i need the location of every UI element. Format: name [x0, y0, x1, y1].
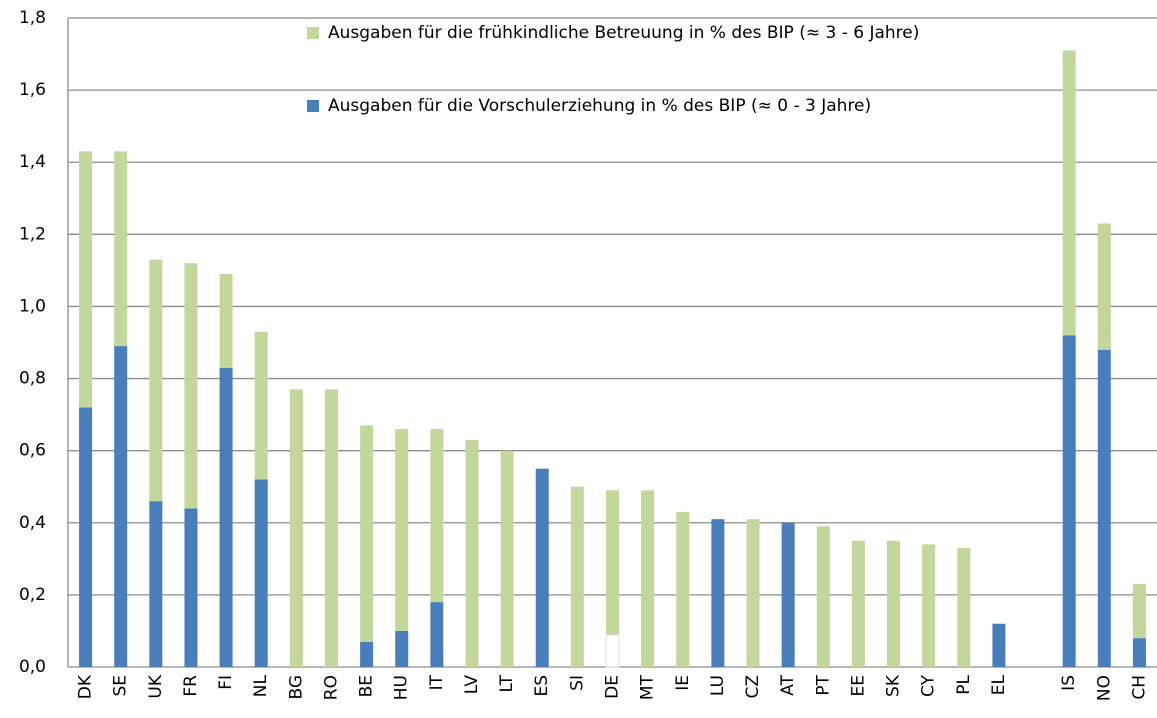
- x-tick-label: CY: [919, 674, 939, 697]
- legend-swatch: [307, 100, 319, 112]
- x-tick-label: HU: [392, 675, 412, 700]
- y-tick-label: 0,2: [19, 585, 46, 605]
- x-tick-label: CZ: [743, 675, 763, 699]
- y-tick-label: 0,0: [19, 657, 46, 677]
- bar-segment: [219, 273, 233, 368]
- bar-segment: [219, 367, 233, 667]
- bar-segment: [992, 623, 1006, 667]
- y-tick-label: 1,2: [19, 224, 46, 244]
- x-tick-label: ES: [532, 675, 552, 697]
- bar-segment: [816, 526, 830, 667]
- x-tick-label: BG: [286, 675, 306, 700]
- bar-segment: [430, 602, 444, 667]
- y-tick-label: 1,8: [19, 8, 46, 28]
- bar-segment: [360, 641, 374, 667]
- bar-segment: [324, 389, 338, 667]
- x-tick-label: AT: [778, 674, 798, 695]
- bar-segment: [711, 519, 725, 667]
- bar-segment: [676, 511, 690, 667]
- x-tick-label: NO: [1094, 675, 1114, 701]
- bar-segment: [1062, 50, 1076, 336]
- x-tick-label: MT: [638, 674, 658, 700]
- bar-segment: [465, 439, 479, 667]
- x-tick-label: SE: [111, 675, 131, 697]
- y-tick-label: 0,6: [19, 441, 46, 461]
- bar-segment: [1097, 223, 1111, 350]
- y-tick-label: 0,8: [19, 369, 46, 389]
- bar-segment: [605, 634, 620, 668]
- bar-segment: [395, 429, 409, 631]
- bar-segment: [254, 479, 268, 667]
- x-tick-label: LU: [708, 675, 728, 696]
- x-tick-label: PT: [813, 674, 833, 695]
- bar-segment: [289, 389, 303, 667]
- x-tick-label: FI: [216, 675, 236, 690]
- bar-segment: [79, 407, 93, 667]
- bar-segment: [535, 468, 549, 667]
- x-tick-label: CH: [1129, 675, 1149, 700]
- x-tick-label: EL: [989, 674, 1009, 695]
- bar-segment: [149, 259, 163, 502]
- x-tick-label: FR: [181, 675, 201, 697]
- bar-segment: [114, 151, 128, 347]
- x-tick-label: DE: [603, 675, 623, 699]
- x-tick-label: NL: [251, 674, 271, 697]
- y-tick-label: 0,4: [19, 513, 46, 533]
- bar-segment: [851, 540, 865, 667]
- y-tick-label: 1,0: [19, 296, 46, 316]
- bar-segment: [254, 331, 268, 480]
- bar-segment: [570, 486, 584, 667]
- bar-segment: [1132, 638, 1146, 667]
- bar-segment: [184, 263, 198, 509]
- x-tick-label: DK: [76, 674, 96, 699]
- y-tick-label: 1,6: [19, 80, 46, 100]
- bar-segment: [957, 548, 971, 667]
- x-tick-label: UK: [146, 674, 166, 698]
- bar-segment: [360, 425, 374, 642]
- legend-swatch: [307, 27, 319, 39]
- y-tick-label: 1,4: [19, 152, 46, 172]
- x-tick-label: SK: [884, 674, 904, 697]
- bar-segment: [1062, 335, 1076, 667]
- bar-segment: [114, 346, 128, 667]
- legend-label: Ausgaben für die frühkindliche Betreuung…: [328, 23, 919, 43]
- x-tick-label: LV: [462, 675, 482, 695]
- x-tick-label: EE: [848, 675, 868, 696]
- bar-segment: [184, 508, 198, 667]
- legend-label: Ausgaben für die Vorschulerziehung in % …: [328, 96, 871, 116]
- bar-segment: [641, 490, 655, 667]
- bar-segment: [781, 522, 795, 667]
- bar-segment: [149, 501, 163, 667]
- bar-segment: [922, 544, 936, 667]
- bar-segment: [1097, 349, 1111, 667]
- x-tick-label: IT: [427, 674, 447, 690]
- x-tick-label: IE: [673, 675, 693, 691]
- bar-segment: [500, 450, 514, 667]
- x-tick-label: SI: [567, 675, 587, 691]
- bar-segment: [746, 519, 760, 667]
- bar-segment: [1132, 584, 1146, 639]
- bar-segment: [606, 490, 619, 635]
- bar-segment: [79, 151, 93, 408]
- x-tick-label: BE: [357, 675, 377, 697]
- x-tick-label: IS: [1059, 675, 1079, 691]
- bar-segment: [395, 630, 409, 667]
- x-tick-label: LT: [497, 674, 517, 692]
- bar-segment: [887, 540, 901, 667]
- x-tick-label: PL: [954, 674, 974, 694]
- bar-segment: [430, 429, 444, 603]
- x-tick-label: RO: [321, 675, 341, 700]
